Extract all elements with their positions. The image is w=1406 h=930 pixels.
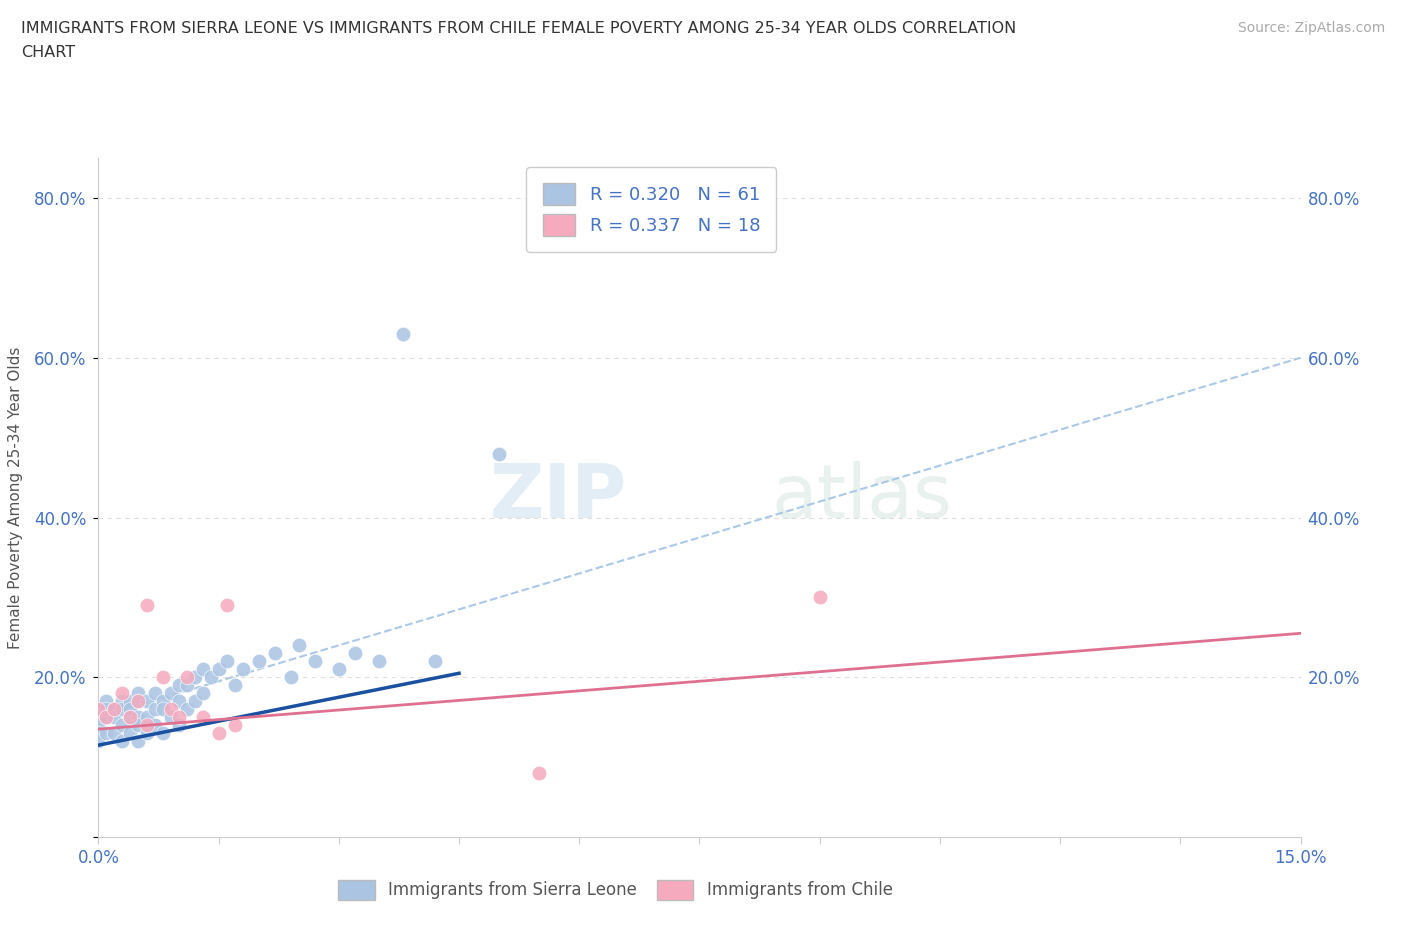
Point — [111, 702, 134, 717]
Point — [143, 718, 166, 733]
Point — [96, 725, 118, 740]
Point — [152, 694, 174, 709]
Point — [103, 710, 125, 724]
Point — [143, 702, 166, 717]
Point — [128, 718, 150, 733]
Point — [191, 685, 214, 700]
Point — [128, 694, 150, 709]
Point — [120, 725, 142, 740]
Point — [87, 725, 110, 740]
Point — [135, 598, 157, 613]
Point — [87, 702, 110, 717]
Point — [529, 765, 551, 780]
Point — [135, 725, 157, 740]
Point — [208, 725, 231, 740]
Text: ZIP: ZIP — [491, 461, 627, 534]
Point — [343, 645, 366, 660]
Point — [135, 710, 157, 724]
Point — [167, 710, 190, 724]
Point — [120, 702, 142, 717]
Point — [232, 662, 254, 677]
Point — [152, 702, 174, 717]
Point — [191, 662, 214, 677]
Point — [87, 702, 110, 717]
Point — [120, 710, 142, 724]
Point — [176, 670, 198, 684]
Point — [280, 670, 302, 684]
Point — [176, 678, 198, 693]
Point — [263, 645, 285, 660]
Point — [208, 662, 231, 677]
Point — [159, 685, 181, 700]
Point — [159, 710, 181, 724]
Point — [392, 326, 415, 341]
Point — [96, 694, 118, 709]
Text: IMMIGRANTS FROM SIERRA LEONE VS IMMIGRANTS FROM CHILE FEMALE POVERTY AMONG 25-34: IMMIGRANTS FROM SIERRA LEONE VS IMMIGRAN… — [21, 21, 1017, 36]
Point — [368, 654, 391, 669]
Point — [135, 718, 157, 733]
Point — [224, 718, 246, 733]
Point — [103, 702, 125, 717]
Point — [103, 702, 125, 717]
Point — [111, 718, 134, 733]
Point — [167, 718, 190, 733]
Point — [304, 654, 326, 669]
Point — [200, 670, 222, 684]
Point — [167, 678, 190, 693]
Point — [176, 702, 198, 717]
Text: Source: ZipAtlas.com: Source: ZipAtlas.com — [1237, 21, 1385, 35]
Legend: Immigrants from Sierra Leone, Immigrants from Chile: Immigrants from Sierra Leone, Immigrants… — [332, 873, 900, 907]
Point — [159, 702, 181, 717]
Point — [87, 734, 110, 749]
Point — [423, 654, 446, 669]
Point — [808, 590, 831, 604]
Point — [215, 598, 238, 613]
Point — [328, 662, 350, 677]
Point — [183, 694, 205, 709]
Point — [87, 718, 110, 733]
Point — [135, 694, 157, 709]
Point — [128, 694, 150, 709]
Point — [167, 694, 190, 709]
Point — [103, 725, 125, 740]
Point — [152, 670, 174, 684]
Point — [288, 638, 311, 653]
Point — [96, 702, 118, 717]
Text: CHART: CHART — [21, 45, 75, 60]
Point — [111, 734, 134, 749]
Point — [128, 710, 150, 724]
Point — [183, 670, 205, 684]
Point — [247, 654, 270, 669]
Point — [152, 725, 174, 740]
Point — [191, 710, 214, 724]
Point — [96, 710, 118, 724]
Point — [224, 678, 246, 693]
Point — [96, 710, 118, 724]
Point — [87, 710, 110, 724]
Point — [120, 694, 142, 709]
Point — [111, 685, 134, 700]
Text: atlas: atlas — [772, 461, 953, 534]
Point — [128, 734, 150, 749]
Point — [488, 446, 510, 461]
Point — [143, 685, 166, 700]
Point — [120, 710, 142, 724]
Point — [128, 685, 150, 700]
Point — [111, 694, 134, 709]
Y-axis label: Female Poverty Among 25-34 Year Olds: Female Poverty Among 25-34 Year Olds — [8, 346, 22, 649]
Point — [215, 654, 238, 669]
